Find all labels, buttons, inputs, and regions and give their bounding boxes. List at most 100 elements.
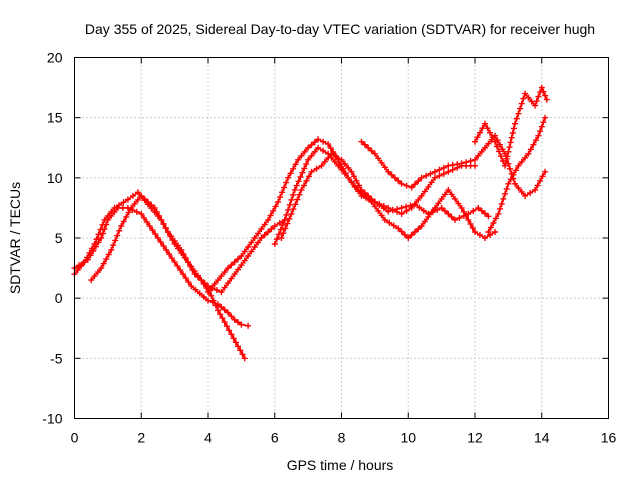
x-tick-label: 2 [137, 430, 145, 446]
data-point-marker [103, 221, 110, 228]
data-point-marker [180, 251, 187, 257]
data-point-marker [492, 138, 498, 145]
data-point-marker [221, 319, 228, 326]
data-point-marker [88, 277, 95, 284]
data-point-marker [160, 243, 167, 249]
data-point-marker [200, 294, 207, 300]
data-point-marker [280, 230, 287, 237]
x-tick-label: 0 [71, 430, 79, 446]
data-point-marker [478, 148, 485, 155]
data-point-marker [535, 93, 542, 100]
data-point-marker [507, 176, 514, 183]
data-point-marker [432, 204, 438, 211]
data-point-marker [123, 213, 130, 220]
data-point-marker [540, 88, 547, 95]
data-point-marker [351, 173, 357, 180]
data-point-marker [395, 177, 402, 184]
data-point-marker [231, 316, 238, 323]
data-point-marker [436, 172, 443, 179]
data-point-marker [292, 161, 299, 168]
data-point-marker [251, 235, 258, 241]
data-point-marker [74, 267, 81, 274]
data-point-marker [515, 184, 522, 191]
data-point-marker [192, 286, 199, 293]
data-point-marker [296, 191, 303, 198]
data-point-marker [275, 198, 282, 205]
data-point-marker [149, 227, 156, 233]
data-point-marker [315, 136, 322, 143]
data-point-marker [251, 244, 258, 250]
data-point-marker [112, 237, 119, 244]
data-point-marker [291, 186, 298, 193]
data-point-marker [138, 192, 145, 199]
data-point-marker [510, 125, 517, 132]
data-point-marker [284, 220, 291, 227]
data-point-marker [144, 198, 151, 205]
data-point-marker [299, 169, 306, 176]
data-point-marker [408, 184, 415, 191]
data-point-marker [205, 283, 211, 290]
data-point-marker [398, 180, 405, 187]
data-point-marker [428, 209, 435, 216]
series-arc-9 [485, 114, 549, 235]
data-point-marker [505, 148, 512, 155]
data-point-marker [308, 152, 315, 159]
data-point-marker [226, 327, 233, 334]
data-point-marker [301, 165, 308, 172]
data-point-marker [539, 173, 546, 180]
data-point-marker [411, 200, 418, 207]
data-point-marker [398, 228, 405, 235]
data-point-marker [221, 284, 228, 291]
data-point-marker [503, 185, 510, 192]
y-tick-label: 5 [55, 230, 63, 246]
data-point-marker [255, 239, 262, 246]
data-point-marker [436, 166, 443, 173]
data-point-marker [530, 141, 537, 148]
x-tick-label: 10 [400, 430, 416, 446]
data-point-marker [537, 128, 544, 135]
data-point-marker [415, 226, 422, 232]
data-point-marker [157, 239, 164, 245]
data-point-marker [201, 280, 208, 287]
data-point-marker [230, 335, 237, 342]
data-point-marker [303, 177, 310, 184]
data-point-marker [341, 160, 348, 167]
data-point-marker [515, 110, 522, 117]
data-point-marker [475, 152, 482, 159]
data-point-marker [465, 216, 472, 223]
data-point-marker [485, 140, 492, 147]
data-point-marker [189, 267, 196, 274]
data-point-marker [272, 203, 279, 210]
data-point-marker [232, 339, 239, 346]
series-arc-3 [88, 192, 288, 296]
data-point-marker [80, 259, 87, 266]
data-point-marker [321, 158, 328, 165]
data-point-marker [509, 130, 516, 136]
data-point-marker [294, 196, 301, 203]
data-point-marker [205, 289, 211, 296]
data-point-marker [502, 162, 508, 169]
data-point-marker [305, 144, 312, 151]
data-point-marker [295, 178, 302, 185]
data-point-marker [228, 275, 235, 282]
data-point-marker [213, 287, 220, 294]
data-point-marker [517, 105, 524, 112]
data-point-marker [487, 224, 494, 231]
data-point-marker [361, 141, 368, 148]
data-point-marker [238, 262, 245, 269]
data-point-marker [525, 150, 532, 157]
data-point-marker [425, 213, 432, 220]
data-point-marker [141, 214, 147, 221]
data-point-marker [421, 188, 428, 195]
data-point-marker [275, 231, 282, 238]
x-tick-label: 6 [271, 430, 279, 446]
data-point-marker [285, 206, 292, 213]
data-point-marker [182, 275, 189, 282]
data-point-marker [279, 189, 286, 196]
data-point-marker [228, 262, 235, 269]
data-point-marker [532, 102, 539, 109]
data-point-marker [168, 255, 175, 262]
data-point-marker [542, 92, 549, 99]
data-point-marker [398, 204, 405, 211]
data-point-marker [375, 207, 382, 214]
